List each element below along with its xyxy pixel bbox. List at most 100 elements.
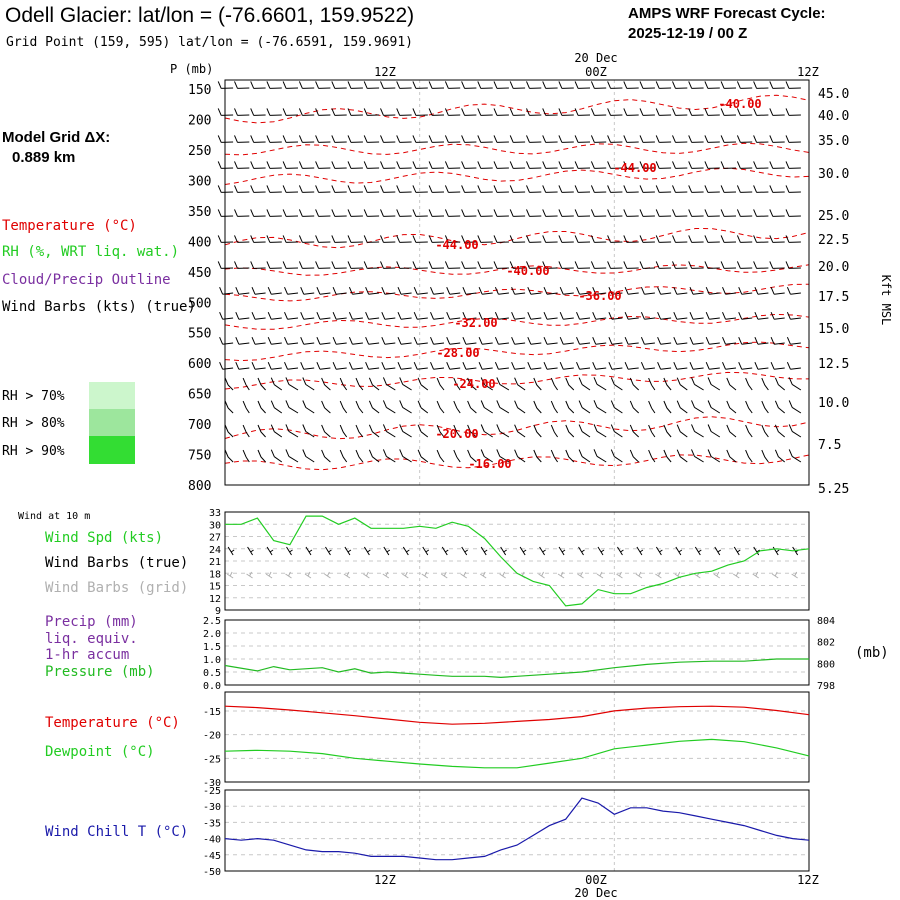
profile-wind-barb bbox=[298, 261, 315, 269]
profile-wind-barb bbox=[565, 449, 575, 463]
y-tick-label: 1.0 bbox=[203, 655, 221, 666]
wind-chill-line bbox=[224, 797, 810, 861]
profile-wind-barb bbox=[655, 185, 672, 193]
surface-grid-wind-barb bbox=[557, 571, 565, 579]
surface-grid-wind-barb bbox=[732, 571, 740, 579]
profile-wind-barb bbox=[543, 362, 558, 370]
panel-frame bbox=[224, 619, 810, 686]
profile-wind-barb bbox=[704, 209, 720, 217]
profile-wind-barb bbox=[753, 209, 769, 217]
legend-temperature: Temperature (°C) bbox=[2, 218, 137, 234]
surface-wind-barb bbox=[578, 546, 585, 556]
profile-wind-barb bbox=[461, 261, 477, 269]
profile-wind-barb bbox=[257, 400, 266, 414]
profile-wind-barb bbox=[250, 108, 266, 116]
profile-wind-barb bbox=[444, 261, 461, 269]
profile-wind-barb bbox=[347, 261, 363, 269]
profile-wind-barb bbox=[494, 287, 509, 295]
profile-wind-barb bbox=[396, 185, 412, 193]
profile-wind-barb bbox=[511, 312, 526, 320]
profile-wind-barb bbox=[526, 209, 542, 217]
profile-wind-barb bbox=[704, 185, 720, 193]
profile-wind-barb bbox=[363, 161, 380, 169]
profile-wind-barb bbox=[339, 424, 348, 438]
surface-wind-barb bbox=[422, 546, 430, 556]
kft-tick-label: 30.0 bbox=[818, 167, 849, 182]
profile-wind-barb bbox=[574, 108, 591, 116]
profile-wind-barb bbox=[509, 135, 526, 143]
surface-grid-wind-barb bbox=[363, 571, 370, 579]
profile-wind-barb bbox=[348, 312, 363, 320]
profile-wind-barb bbox=[219, 362, 234, 370]
profile-wind-barb bbox=[574, 135, 591, 143]
profile-wind-barb bbox=[691, 424, 704, 438]
profile-wind-barb bbox=[478, 287, 493, 295]
profile-wind-barb bbox=[655, 209, 672, 217]
profile-wind-barb bbox=[413, 287, 428, 295]
y-tick-label: 9 bbox=[215, 606, 221, 617]
profile-wind-barb bbox=[302, 377, 315, 391]
profile-wind-barb bbox=[610, 377, 623, 391]
isotherm-label: -44.00 bbox=[435, 238, 478, 252]
surface-grid-wind-barb bbox=[752, 571, 759, 579]
profile-wind-barb bbox=[657, 287, 672, 295]
y-tick-label: 27 bbox=[209, 533, 221, 544]
isotherm-line bbox=[224, 94, 810, 124]
surface-grid-wind-barb bbox=[771, 571, 779, 579]
profile-wind-barb bbox=[284, 287, 299, 295]
profile-wind-barb bbox=[511, 287, 526, 295]
surface-wind-barb bbox=[500, 546, 507, 556]
profile-wind-barb bbox=[363, 235, 380, 243]
panel-frame bbox=[224, 691, 810, 783]
profile-wind-barb bbox=[397, 362, 412, 370]
kft-tick-label: 17.5 bbox=[818, 290, 849, 305]
profile-wind-barb bbox=[691, 449, 704, 463]
pressure-tick-label: 798 bbox=[817, 681, 835, 692]
y-tick-label: 33 bbox=[209, 508, 221, 519]
legend-rh: RH (%, WRT liq. wat.) bbox=[2, 244, 179, 260]
kft-tick-label: 22.5 bbox=[818, 233, 849, 248]
y-tick-label: -15 bbox=[203, 707, 221, 718]
profile-wind-barb bbox=[786, 362, 801, 370]
profile-wind-barb bbox=[720, 209, 737, 217]
profile-wind-barb bbox=[610, 400, 623, 414]
profile-wind-barb bbox=[574, 81, 591, 89]
profile-wind-barb bbox=[610, 449, 623, 463]
profile-wind-barb bbox=[461, 135, 477, 143]
profile-wind-barb bbox=[672, 209, 688, 217]
profile-wind-barb bbox=[267, 287, 282, 295]
profile-wind-barb bbox=[480, 400, 493, 414]
profile-wind-barb bbox=[315, 81, 331, 89]
profile-gridlines bbox=[419, 80, 615, 485]
y-tick-label: 2.0 bbox=[203, 629, 221, 640]
profile-wind-barb bbox=[285, 449, 299, 463]
profile-wind-barb bbox=[592, 362, 607, 370]
profile-wind-barb bbox=[298, 235, 315, 243]
isotherm-line bbox=[224, 227, 810, 249]
profile-wind-barb bbox=[576, 337, 591, 345]
pressure-tick-label: 550 bbox=[188, 327, 211, 342]
profile-wind-barb bbox=[235, 312, 250, 320]
profile-wind-barb bbox=[217, 161, 234, 169]
profile-wind-barb bbox=[533, 377, 542, 391]
profile-wind-barb bbox=[257, 377, 266, 391]
profile-wind-barb bbox=[444, 209, 461, 217]
surface-grid-wind-barb bbox=[616, 571, 623, 579]
pressure-tick-label: 500 bbox=[188, 296, 211, 311]
profile-wind-barb bbox=[623, 209, 639, 217]
profile-wind-barb bbox=[663, 424, 672, 438]
profile-wind-barb bbox=[282, 235, 299, 243]
pressure-tick-label: 750 bbox=[188, 449, 211, 464]
profile-wind-barb bbox=[574, 235, 591, 243]
profile-wind-barb bbox=[578, 449, 591, 463]
profile-wind-barb bbox=[590, 108, 607, 116]
profile-wind-barb bbox=[399, 400, 412, 414]
profile-wind-barb bbox=[257, 424, 266, 438]
profile-wind-barb bbox=[285, 424, 299, 438]
profile-wind-barb bbox=[331, 185, 347, 193]
profile-wind-barb bbox=[559, 337, 574, 345]
profile-wind-barb bbox=[250, 209, 266, 217]
profile-wind-barb bbox=[593, 424, 607, 438]
profile-wind-barb bbox=[348, 362, 363, 370]
